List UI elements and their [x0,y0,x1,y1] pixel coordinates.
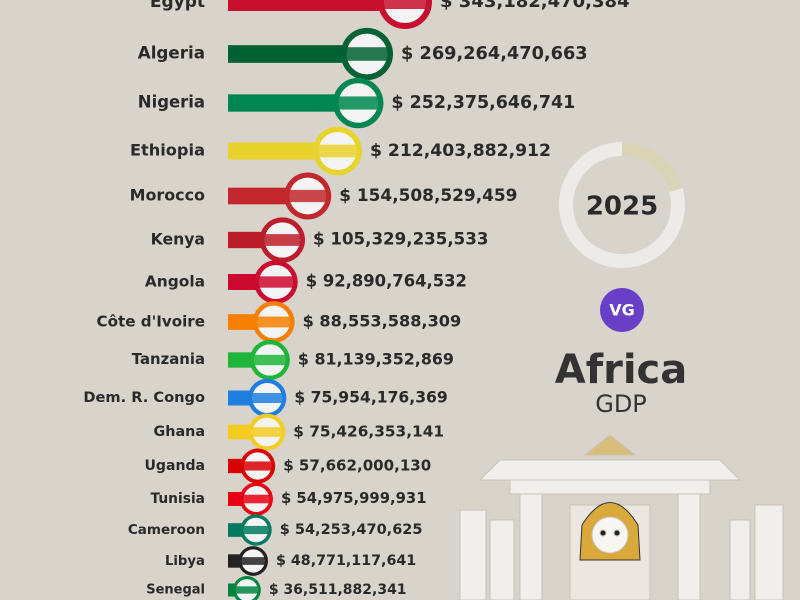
flag-stripe [252,427,282,437]
bar [228,94,359,112]
category-label: Tanzania [132,350,205,368]
year-progress [621,141,683,193]
category-label: Ghana [154,424,206,440]
category-label: Egypt [150,0,205,12]
flag-stripe [252,393,283,403]
value-label: $ 88,553,588,309 [303,312,462,331]
bar [228,142,338,160]
value-label: $ 154,508,529,459 [339,185,517,205]
value-label: $ 75,954,176,369 [294,389,447,407]
category-label: Uganda [145,458,205,474]
flag-stripe [383,0,427,10]
value-label: $ 343,182,470,384 [440,0,630,12]
value-label: $ 36,511,882,341 [269,582,407,598]
category-label: Nigeria [138,93,205,112]
flag-stripe [235,586,258,594]
flag-stripe [241,557,265,565]
flag-stripe [346,47,388,61]
value-label: $ 54,253,470,625 [280,522,423,538]
value-label: $ 57,662,000,130 [283,457,431,475]
bar [228,45,367,63]
category-label: Morocco [130,186,205,205]
chart-title: Africa [555,347,688,393]
flag-stripe [289,189,327,203]
year: 2025 [586,192,658,222]
category-label: Algeria [138,43,205,63]
value-label: $ 92,890,764,532 [306,272,467,291]
bar [228,0,405,11]
flag-stripe [318,144,357,158]
flag-stripe [338,96,378,110]
value-label: $ 105,329,235,533 [313,230,488,249]
value-label: $ 269,264,470,663 [401,44,588,64]
flag-stripe [258,276,293,288]
value-label: $ 212,403,882,912 [370,141,551,161]
category-label: Angola [145,273,205,291]
value-label: $ 252,375,646,741 [391,93,575,113]
flag-stripe [244,461,272,471]
value-label: $ 48,771,117,641 [276,553,416,569]
flag-stripe [254,354,286,366]
temple [459,434,784,600]
flag-stripe [257,316,291,328]
category-label: Côte d'Ivoire [97,313,205,331]
flag-stripe [243,494,270,504]
flag-stripe [243,525,269,535]
logo: VG [609,301,635,320]
flag-stripe [264,234,301,246]
value-label: $ 75,426,353,141 [293,423,444,441]
category-label: Ethiopia [130,141,205,160]
category-label: Kenya [151,230,205,249]
value-label: $ 81,139,352,869 [298,350,454,369]
category-label: Dem. R. Congo [83,389,205,406]
category-label: Tunisia [150,491,205,507]
logo-circle [600,288,644,332]
category-label: Libya [165,554,205,569]
category-label: Cameroon [128,522,205,538]
chart-subtitle: GDP [595,390,647,418]
category-label: Senegal [146,583,205,598]
value-label: $ 54,975,999,931 [281,490,427,507]
